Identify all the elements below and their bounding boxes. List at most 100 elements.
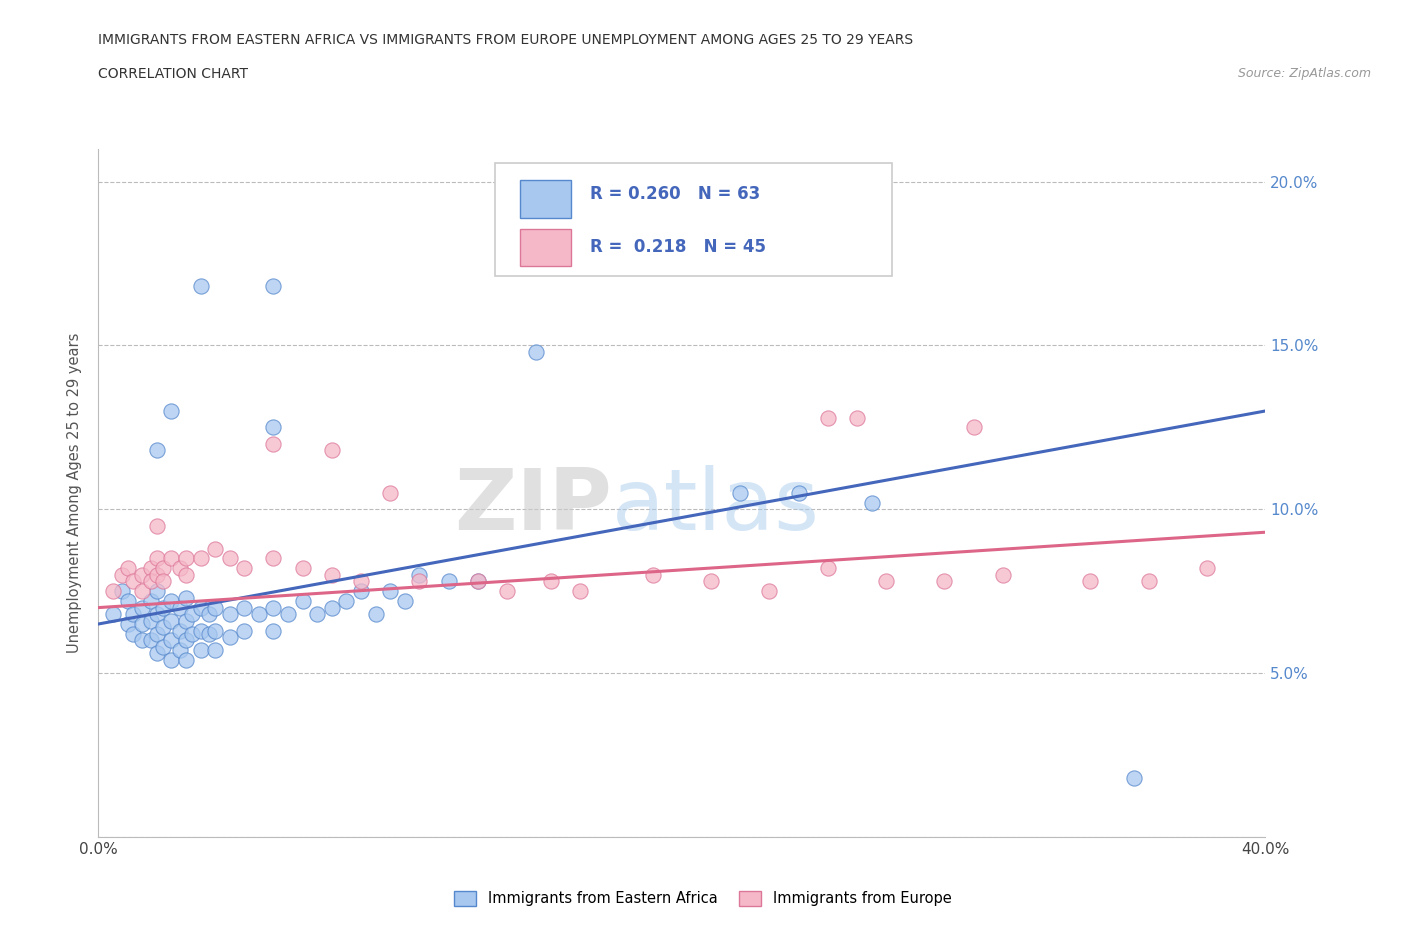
Point bbox=[1123, 771, 1146, 786]
Point bbox=[934, 574, 956, 589]
Point bbox=[190, 551, 212, 565]
Point bbox=[204, 643, 226, 658]
Point bbox=[101, 584, 124, 599]
Point bbox=[198, 606, 221, 621]
Point bbox=[408, 574, 430, 589]
Point bbox=[1080, 574, 1102, 589]
Point bbox=[378, 584, 402, 599]
Point bbox=[174, 591, 197, 605]
Point bbox=[174, 613, 197, 628]
Point bbox=[146, 584, 169, 599]
FancyBboxPatch shape bbox=[495, 163, 891, 276]
Point bbox=[152, 600, 174, 615]
Point bbox=[817, 561, 839, 576]
Point bbox=[233, 623, 256, 638]
Point bbox=[437, 574, 460, 589]
Point bbox=[875, 574, 897, 589]
Point bbox=[728, 214, 751, 229]
Point bbox=[233, 600, 256, 615]
Point bbox=[845, 410, 868, 425]
Point bbox=[408, 567, 430, 582]
Point bbox=[350, 584, 373, 599]
Point bbox=[204, 623, 226, 638]
Point bbox=[101, 606, 124, 621]
Point bbox=[117, 617, 139, 631]
Point bbox=[111, 567, 134, 582]
Point bbox=[335, 593, 357, 608]
Point bbox=[364, 606, 387, 621]
Point bbox=[131, 567, 153, 582]
FancyBboxPatch shape bbox=[520, 229, 571, 266]
Point bbox=[122, 606, 145, 621]
Point bbox=[169, 643, 191, 658]
Point bbox=[131, 600, 153, 615]
Y-axis label: Unemployment Among Ages 25 to 29 years: Unemployment Among Ages 25 to 29 years bbox=[67, 333, 83, 653]
Point bbox=[291, 561, 314, 576]
Point bbox=[671, 206, 693, 221]
Point bbox=[321, 600, 343, 615]
Point bbox=[190, 623, 212, 638]
Point bbox=[291, 593, 314, 608]
Text: R =  0.218   N = 45: R = 0.218 N = 45 bbox=[589, 238, 766, 256]
Point bbox=[568, 584, 591, 599]
Point bbox=[321, 567, 343, 582]
Point bbox=[169, 623, 191, 638]
Point bbox=[152, 640, 174, 655]
Point bbox=[139, 633, 162, 648]
Point bbox=[146, 646, 169, 661]
Point bbox=[787, 485, 810, 500]
Point bbox=[146, 518, 169, 533]
Point bbox=[139, 574, 162, 589]
FancyBboxPatch shape bbox=[520, 179, 571, 219]
Point bbox=[152, 619, 174, 634]
Point bbox=[160, 653, 183, 668]
Point bbox=[190, 643, 212, 658]
Point bbox=[204, 541, 226, 556]
Point bbox=[233, 561, 256, 576]
Point bbox=[378, 485, 402, 500]
Point bbox=[218, 630, 240, 644]
Point bbox=[277, 606, 299, 621]
Point bbox=[262, 623, 284, 638]
Point bbox=[467, 574, 489, 589]
Point bbox=[190, 279, 212, 294]
Point bbox=[262, 436, 284, 451]
Point bbox=[860, 496, 883, 511]
Point bbox=[180, 606, 202, 621]
Point bbox=[169, 561, 191, 576]
Point bbox=[122, 627, 145, 642]
Point bbox=[117, 561, 139, 576]
Point bbox=[641, 567, 664, 582]
Point bbox=[321, 443, 343, 458]
Point bbox=[146, 627, 169, 642]
Point bbox=[131, 584, 153, 599]
Point bbox=[122, 574, 145, 589]
Point bbox=[262, 420, 284, 435]
Point bbox=[758, 584, 780, 599]
Point bbox=[146, 551, 169, 565]
Text: IMMIGRANTS FROM EASTERN AFRICA VS IMMIGRANTS FROM EUROPE UNEMPLOYMENT AMONG AGES: IMMIGRANTS FROM EASTERN AFRICA VS IMMIGR… bbox=[98, 33, 914, 46]
Point bbox=[160, 593, 183, 608]
Point bbox=[146, 606, 169, 621]
Point bbox=[131, 633, 153, 648]
Point bbox=[131, 617, 153, 631]
Point bbox=[146, 567, 169, 582]
Text: ZIP: ZIP bbox=[454, 465, 612, 548]
Point bbox=[198, 627, 221, 642]
Point bbox=[160, 551, 183, 565]
Legend: Immigrants from Eastern Africa, Immigrants from Europe: Immigrants from Eastern Africa, Immigran… bbox=[447, 884, 959, 913]
Point bbox=[146, 443, 169, 458]
Point bbox=[350, 574, 373, 589]
Point bbox=[1137, 574, 1160, 589]
Point bbox=[540, 574, 562, 589]
Point bbox=[174, 567, 197, 582]
Point bbox=[817, 410, 839, 425]
Text: CORRELATION CHART: CORRELATION CHART bbox=[98, 67, 249, 81]
Point bbox=[262, 279, 284, 294]
Point bbox=[139, 561, 162, 576]
Point bbox=[1195, 561, 1218, 576]
Point bbox=[394, 593, 416, 608]
Text: Source: ZipAtlas.com: Source: ZipAtlas.com bbox=[1237, 67, 1371, 80]
Point bbox=[962, 420, 984, 435]
Point bbox=[467, 574, 489, 589]
